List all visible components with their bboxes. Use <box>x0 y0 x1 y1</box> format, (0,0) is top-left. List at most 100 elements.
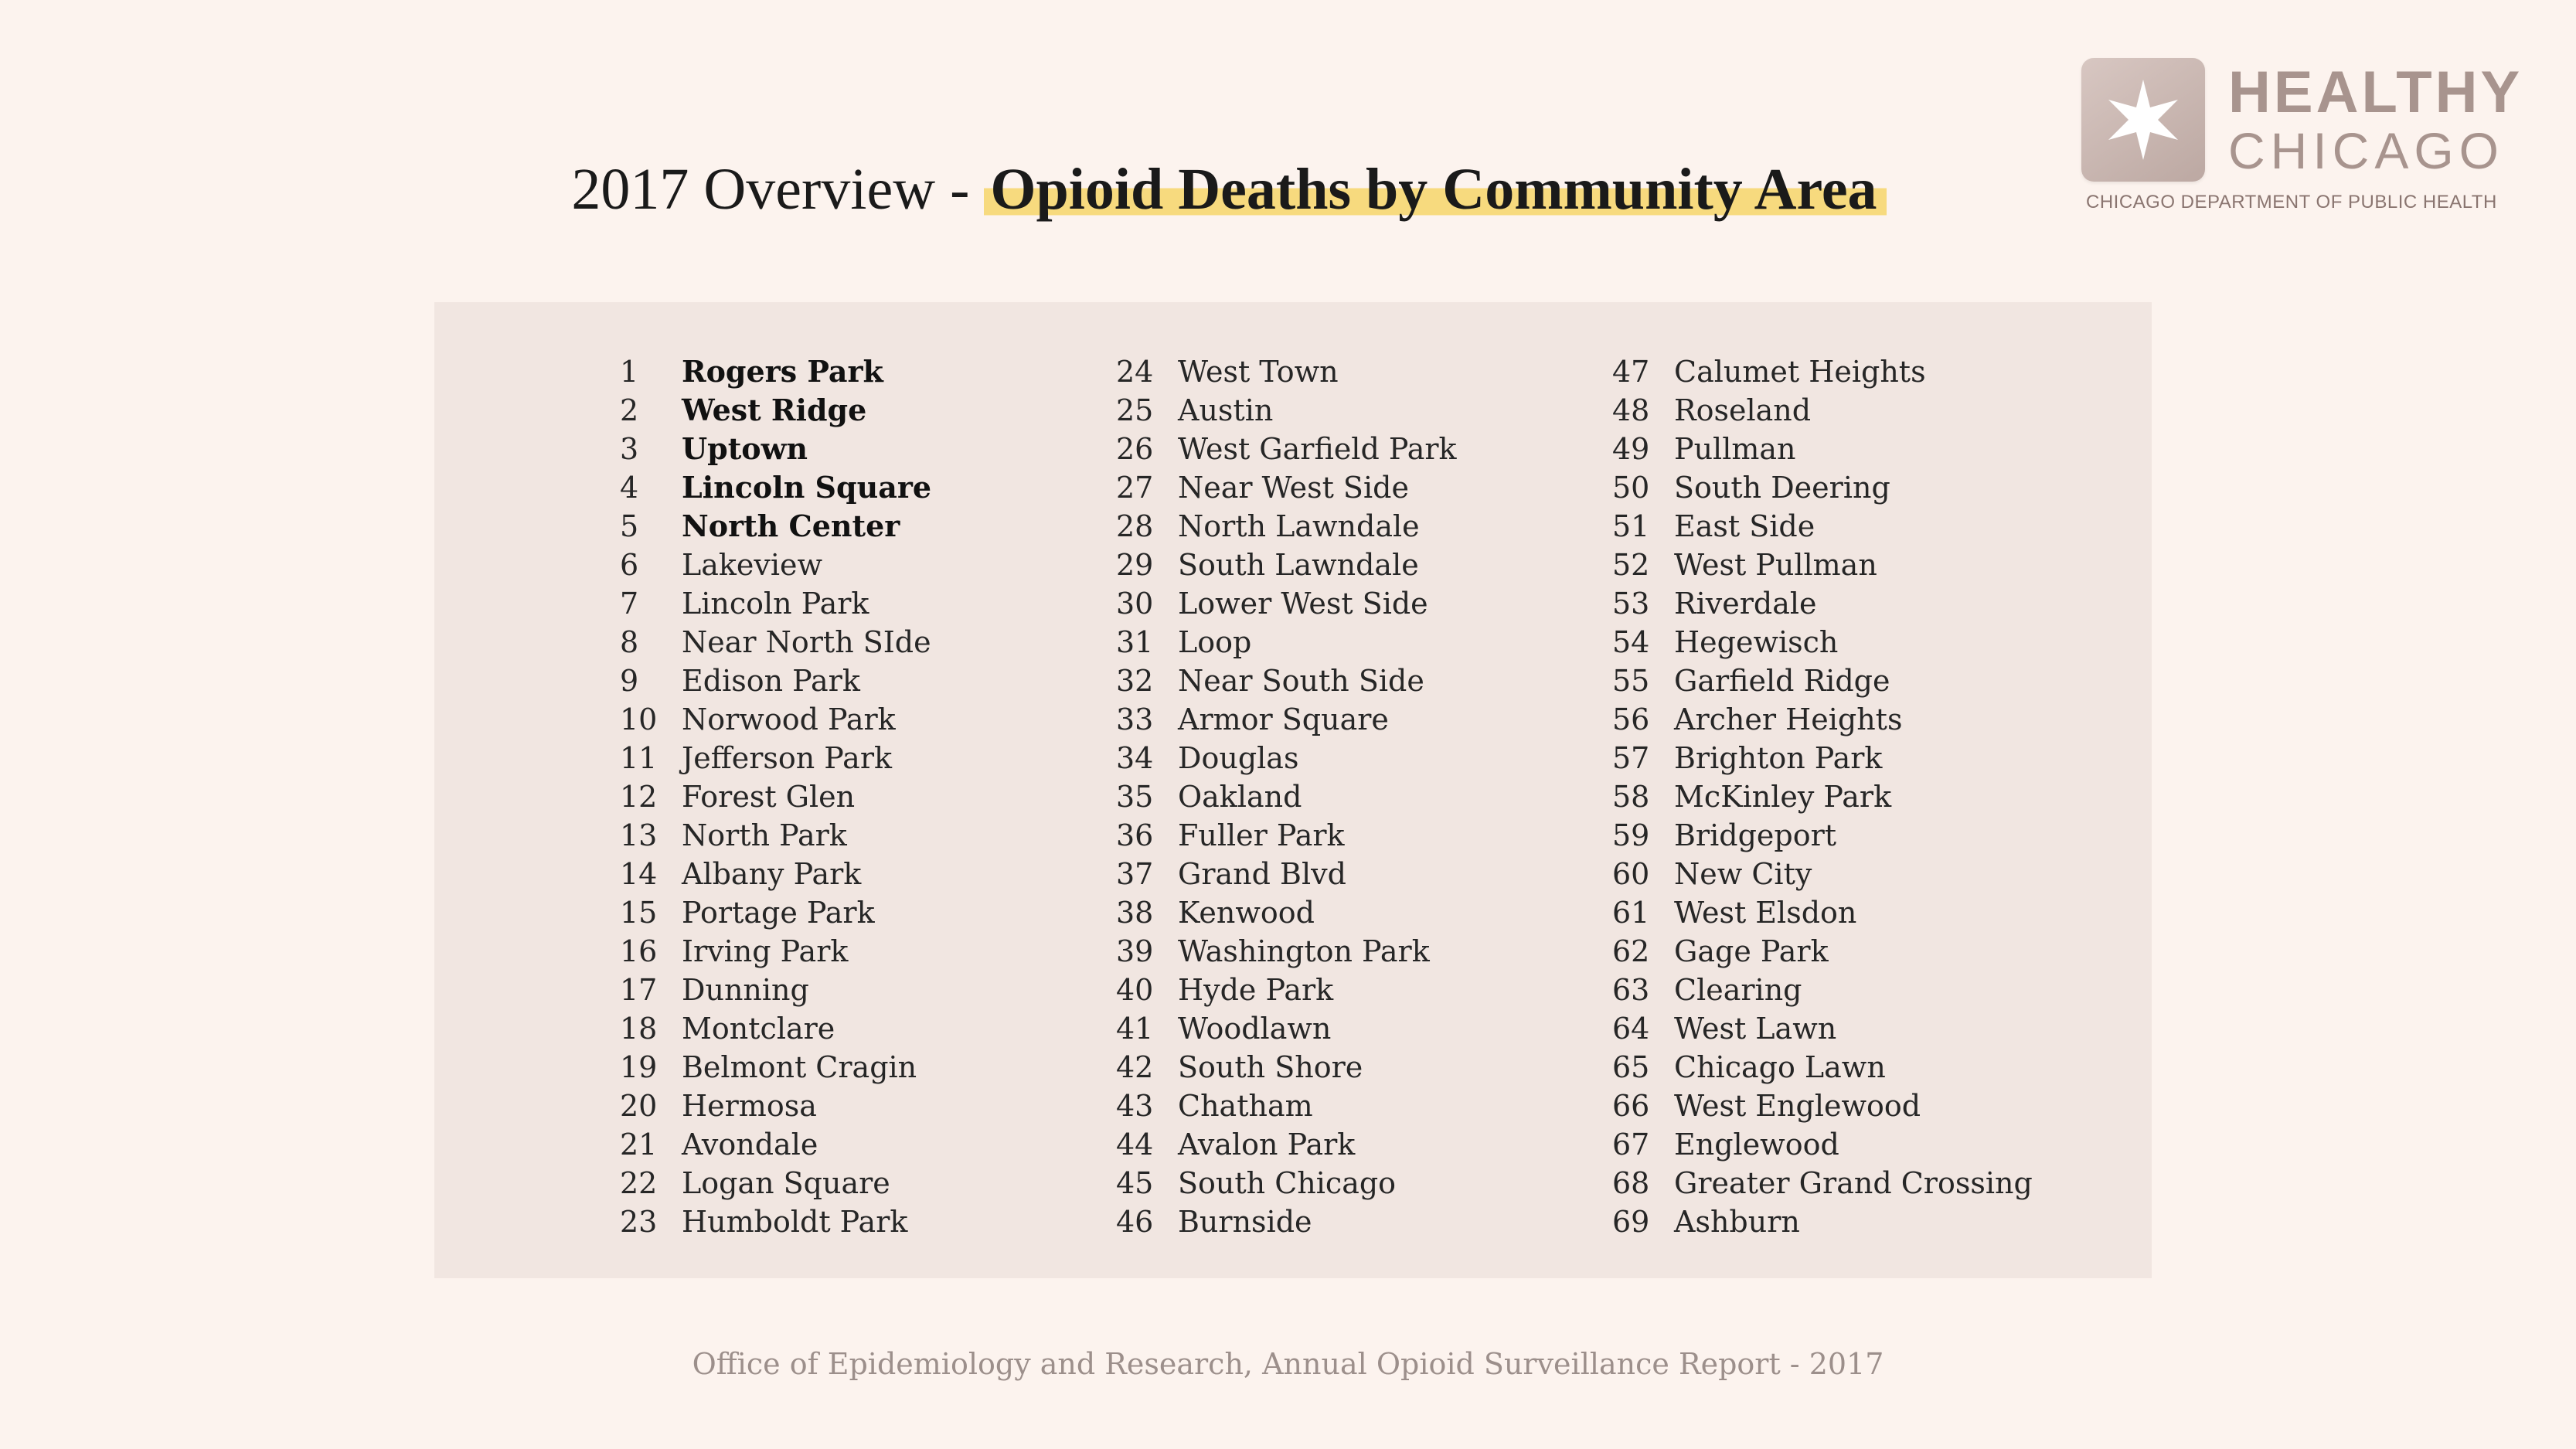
community-number: 9 <box>620 664 639 698</box>
community-name: Logan Square <box>682 1166 890 1200</box>
community-number: 46 <box>1116 1205 1154 1239</box>
community-name: Englewood <box>1674 1128 1839 1162</box>
community-number: 69 <box>1612 1205 1650 1239</box>
community-number: 66 <box>1612 1089 1650 1123</box>
community-number: 56 <box>1612 702 1650 736</box>
community-name: Grand Blvd <box>1178 857 1346 891</box>
community-number: 67 <box>1612 1128 1650 1162</box>
community-name: Jefferson Park <box>682 741 893 775</box>
community-name: Avondale <box>682 1128 818 1162</box>
community-name: New City <box>1674 857 1812 891</box>
community-name: Roseland <box>1674 393 1812 427</box>
community-name: Kenwood <box>1178 896 1315 930</box>
community-name: Hyde Park <box>1178 973 1334 1007</box>
community-name: Calumet Heights <box>1674 355 1926 389</box>
community-number: 48 <box>1612 393 1650 427</box>
community-name: Uptown <box>682 431 808 466</box>
community-number: 45 <box>1116 1166 1154 1200</box>
community-number: 15 <box>620 896 658 930</box>
community-number: 22 <box>620 1166 658 1200</box>
community-number: 42 <box>1116 1050 1154 1084</box>
community-number: 21 <box>620 1128 658 1162</box>
community-number: 16 <box>620 934 658 968</box>
community-number: 60 <box>1612 857 1650 891</box>
community-name: Forest Glen <box>682 780 856 814</box>
community-number: 58 <box>1612 780 1650 814</box>
community-number: 10 <box>620 702 658 736</box>
community-number: 49 <box>1612 432 1650 466</box>
community-number: 41 <box>1116 1012 1154 1046</box>
community-name: North Center <box>682 509 900 543</box>
logo-chicago-text: CHICAGO <box>2228 122 2505 179</box>
community-name: Lower West Side <box>1178 587 1428 621</box>
community-name: South Deering <box>1674 471 1890 505</box>
community-number: 28 <box>1116 509 1154 543</box>
community-name: South Shore <box>1178 1050 1363 1084</box>
community-area-panel: 1 Rogers Park 2 West Ridge 3 Uptown 4 Lincoln S… <box>434 302 2152 1278</box>
community-number: 24 <box>1116 355 1154 389</box>
community-name: Oakland <box>1178 780 1302 814</box>
community-name: Washington Park <box>1178 934 1430 968</box>
community-name: West Elsdon <box>1674 896 1857 930</box>
community-name: Pullman <box>1674 432 1796 466</box>
community-name: Irving Park <box>682 934 849 968</box>
community-name: Austin <box>1178 393 1274 427</box>
community-name: West Ridge <box>682 393 867 427</box>
community-name: Norwood Park <box>682 702 896 736</box>
community-number: 25 <box>1116 393 1154 427</box>
community-number: 59 <box>1612 818 1650 852</box>
community-number: 50 <box>1612 471 1650 505</box>
community-number: 32 <box>1116 664 1154 698</box>
logo-healthy-text: HEALTHY <box>2228 60 2523 125</box>
page-title: 2017 Overview - Opioid Deaths by Communi… <box>0 151 2458 228</box>
community-name: Riverdale <box>1674 587 1817 621</box>
community-name: East Side <box>1674 509 1815 543</box>
community-number: 62 <box>1612 934 1650 968</box>
title-prefix: 2017 Overview - <box>571 157 985 222</box>
healthy-chicago-logo: HEALTHY CHICAGO CHICAGO DEPARTMENT OF PU… <box>2081 58 2520 220</box>
community-name: Lincoln Square <box>682 470 932 505</box>
community-number: 36 <box>1116 818 1154 852</box>
community-number: 52 <box>1612 548 1650 582</box>
community-number: 8 <box>620 625 639 659</box>
community-name: Hegewisch <box>1674 625 1839 659</box>
community-name: North Lawndale <box>1178 509 1420 543</box>
community-number: 40 <box>1116 973 1154 1007</box>
community-number: 65 <box>1612 1050 1650 1084</box>
community-name: Hermosa <box>682 1089 817 1123</box>
community-name: Belmont Cragin <box>682 1050 917 1084</box>
community-name: Archer Heights <box>1674 702 1903 736</box>
community-number: 13 <box>620 818 658 852</box>
community-name: South Chicago <box>1178 1166 1397 1200</box>
community-name: Humboldt Park <box>682 1205 908 1239</box>
community-number: 30 <box>1116 587 1154 621</box>
title-highlight: Opioid Deaths by Community Area <box>984 157 1887 222</box>
community-number: 38 <box>1116 896 1154 930</box>
community-number: 31 <box>1116 625 1154 659</box>
community-number: 14 <box>620 857 658 891</box>
community-number: 27 <box>1116 471 1154 505</box>
community-name: Garfield Ridge <box>1674 664 1890 698</box>
community-name: Rogers Park <box>682 354 883 389</box>
community-number: 6 <box>620 548 639 582</box>
community-name: Lincoln Park <box>682 587 869 621</box>
community-number: 5 <box>620 509 639 543</box>
community-name: West Pullman <box>1674 548 1877 582</box>
community-number: 61 <box>1612 896 1650 930</box>
community-name: Near West Side <box>1178 471 1409 505</box>
community-number: 20 <box>620 1089 658 1123</box>
footer-source: Office of Epidemiology and Research, Ann… <box>692 1347 1884 1381</box>
community-name: McKinley Park <box>1674 780 1892 814</box>
community-number: 44 <box>1116 1128 1154 1162</box>
community-name: West Town <box>1178 355 1339 389</box>
community-name: Fuller Park <box>1178 818 1345 852</box>
community-name: Edison Park <box>682 664 860 698</box>
community-name: Chatham <box>1178 1089 1313 1123</box>
community-number: 4 <box>620 471 639 505</box>
star-icon <box>2108 80 2178 160</box>
community-name: Montclare <box>682 1012 835 1046</box>
community-name: Armor Square <box>1178 702 1389 736</box>
community-number: 63 <box>1612 973 1650 1007</box>
community-name: Loop <box>1178 625 1252 659</box>
community-name: Bridgeport <box>1674 818 1837 852</box>
